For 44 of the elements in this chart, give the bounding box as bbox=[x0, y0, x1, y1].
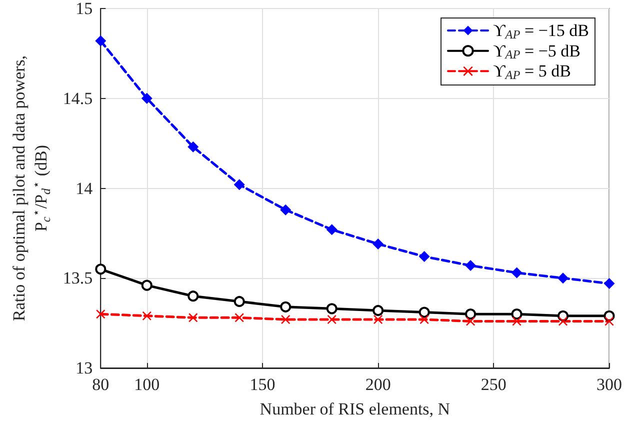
point bbox=[234, 179, 245, 190]
point bbox=[374, 314, 383, 324]
point bbox=[234, 313, 244, 322]
point bbox=[234, 296, 245, 307]
point bbox=[418, 251, 430, 262]
point bbox=[142, 311, 152, 320]
point bbox=[511, 267, 522, 278]
point bbox=[418, 306, 430, 318]
x-tick-label: 150 bbox=[250, 375, 276, 394]
point bbox=[280, 301, 292, 312]
y-tick-label: 14 bbox=[76, 178, 94, 198]
point bbox=[280, 204, 292, 216]
x-tick-label: 250 bbox=[480, 375, 506, 394]
point bbox=[188, 290, 199, 302]
point bbox=[188, 141, 199, 152]
x-tick-label: 100 bbox=[134, 375, 160, 394]
x-tick-label: 200 bbox=[365, 375, 391, 394]
point bbox=[558, 272, 569, 284]
point bbox=[465, 260, 476, 272]
y-tick-label: 13.5 bbox=[62, 268, 93, 288]
point bbox=[95, 264, 106, 275]
point bbox=[372, 238, 384, 250]
point bbox=[604, 278, 615, 290]
x-tick-label: 80 bbox=[92, 375, 110, 394]
point bbox=[326, 224, 338, 236]
point bbox=[465, 308, 476, 320]
point bbox=[188, 313, 198, 322]
y-tick-label: 15 bbox=[76, 0, 93, 18]
y-tick-label: 13 bbox=[76, 358, 93, 378]
point bbox=[141, 92, 152, 104]
point bbox=[511, 308, 522, 320]
x-tick-label: 300 bbox=[596, 375, 622, 394]
y-tick-label: 14.5 bbox=[62, 88, 93, 108]
point bbox=[326, 303, 338, 314]
x-axis-title: Number of RIS elements, N bbox=[260, 400, 450, 418]
point bbox=[558, 316, 568, 326]
point bbox=[466, 316, 476, 326]
point bbox=[95, 35, 106, 46]
point bbox=[420, 314, 429, 324]
point bbox=[96, 310, 106, 319]
point bbox=[327, 314, 336, 324]
point bbox=[141, 280, 152, 291]
point bbox=[281, 314, 290, 324]
point bbox=[372, 304, 384, 316]
